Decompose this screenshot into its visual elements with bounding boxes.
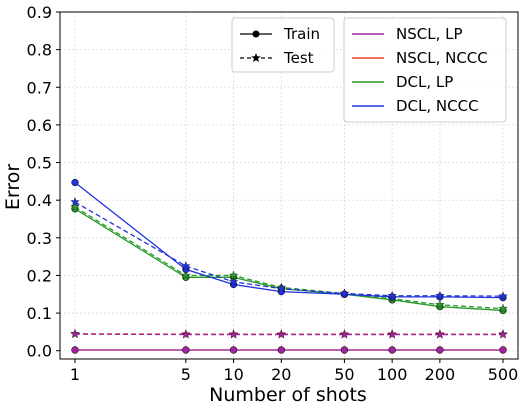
y-tick-label: 0.7	[27, 78, 52, 97]
data-point	[181, 329, 191, 339]
data-point	[70, 197, 80, 207]
x-tick-label: 200	[425, 365, 456, 384]
data-series	[70, 178, 508, 354]
axes: 0.0 0.1 0.2 0.3 0.4 0.5 0.6 0.7 0.8 0.9 1 5 10 20 50 10…	[27, 3, 519, 384]
data-point	[435, 290, 445, 300]
legend-test-marker	[251, 53, 261, 63]
data-point	[181, 261, 191, 271]
y-tick-label: 0.3	[27, 229, 52, 248]
data-point	[70, 329, 80, 339]
data-point	[228, 329, 239, 339]
legend-dcl-nccc-label: DCL, NCCC	[396, 97, 479, 115]
series-line-dcl-nccc-train	[74, 181, 504, 299]
y-tick-label: 0.8	[27, 41, 52, 60]
data-point	[387, 329, 397, 339]
data-point	[498, 291, 508, 301]
grid-lines	[60, 11, 518, 359]
series-line-dcl-nccc-test	[74, 201, 504, 297]
x-tick-label: 500	[488, 365, 519, 384]
data-point	[340, 346, 349, 354]
data-point	[182, 346, 190, 354]
data-point	[181, 270, 191, 280]
legend-dcl-lp-label: DCL, LP	[396, 73, 453, 91]
plot-area-frame	[59, 11, 519, 360]
style-legend: Train Test	[231, 17, 335, 73]
data-point	[276, 283, 287, 293]
y-tick-label: 0.6	[27, 116, 52, 135]
series-dcl-nccc-test	[70, 197, 508, 301]
series-nscl-lp-test	[70, 329, 508, 339]
data-point	[339, 329, 350, 339]
x-tick-label: 10	[223, 365, 243, 384]
y-axis-title: Error	[2, 164, 24, 211]
method-legend-box	[343, 17, 507, 123]
y-tick-label: 0.4	[27, 191, 52, 210]
data-point	[388, 346, 396, 354]
data-point	[71, 178, 79, 187]
series-nscl-lp-train	[71, 346, 507, 354]
legend-test-label: Test	[283, 49, 314, 67]
x-tick-label: 1	[70, 365, 80, 384]
data-point	[387, 290, 397, 300]
y-tick-label: 0.5	[27, 154, 52, 173]
series-dcl-nccc-train	[71, 178, 507, 302]
y-tick-label: 0.2	[27, 266, 52, 285]
x-tick-label: 5	[181, 365, 191, 384]
x-tick-label: 100	[377, 365, 408, 384]
data-point	[435, 299, 445, 309]
y-tick-label: 0.1	[27, 304, 52, 323]
data-point	[228, 276, 239, 286]
data-point	[499, 346, 507, 354]
data-point	[70, 202, 80, 211]
y-tick-label: 0.0	[27, 342, 52, 361]
data-point	[276, 329, 287, 339]
data-point	[498, 329, 508, 339]
y-tick-label: 0.9	[27, 3, 52, 22]
legend-nscl-lp-label: NSCL, LP	[396, 25, 463, 43]
x-axis-title: Number of shots	[209, 384, 367, 406]
data-point	[277, 346, 285, 354]
data-point	[436, 346, 444, 354]
series-line-dcl-lp-test	[74, 206, 504, 310]
x-tick-label: 20	[271, 365, 291, 384]
legend-train-label: Train	[283, 25, 320, 43]
data-point	[498, 303, 508, 313]
legend-train-marker	[252, 30, 260, 38]
method-legend: NSCL, LP NSCL, NCCC DCL, LP DCL, NCCC	[343, 17, 507, 123]
data-point	[339, 288, 350, 298]
x-tick-label: 50	[334, 365, 354, 384]
data-point	[71, 346, 79, 354]
data-point	[435, 329, 445, 339]
data-point	[229, 346, 238, 354]
legend-nscl-nccc-label: NSCL, NCCC	[396, 49, 488, 67]
